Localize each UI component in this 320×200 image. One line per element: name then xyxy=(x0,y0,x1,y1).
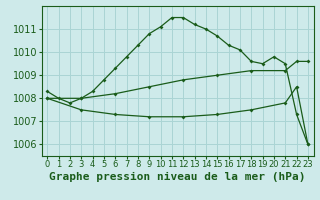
X-axis label: Graphe pression niveau de la mer (hPa): Graphe pression niveau de la mer (hPa) xyxy=(49,172,306,182)
